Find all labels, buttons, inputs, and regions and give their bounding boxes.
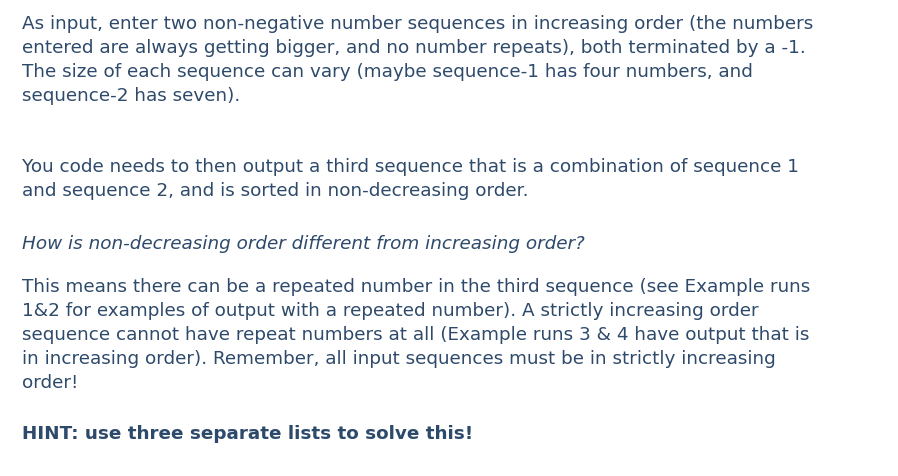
Text: HINT: use three separate lists to solve this!: HINT: use three separate lists to solve … bbox=[22, 424, 473, 442]
Text: How is non-decreasing order different from increasing order?: How is non-decreasing order different fr… bbox=[22, 235, 585, 252]
Text: You code needs to then output a third sequence that is a combination of sequence: You code needs to then output a third se… bbox=[22, 158, 799, 199]
Text: This means there can be a repeated number in the third sequence (see Example run: This means there can be a repeated numbe… bbox=[22, 278, 810, 391]
Text: As input, enter two non-negative number sequences in increasing order (the numbe: As input, enter two non-negative number … bbox=[22, 15, 814, 104]
